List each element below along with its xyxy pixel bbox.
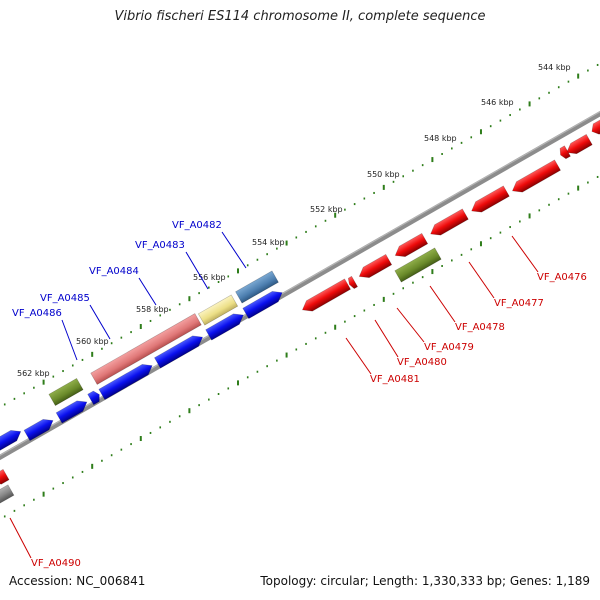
forward-gene-arrow: [98, 364, 153, 401]
leader-line: [396, 307, 425, 343]
reverse-gene-arrow: [358, 253, 393, 278]
reverse-gene-label: VF_A0476: [537, 272, 587, 283]
forward-gene-arrow: [154, 335, 203, 369]
gene-labels: VF_A0482 VF_A0483 VF_A0484 VF_A0485 VF_A0486…: [9, 220, 587, 569]
forward-gene-arrow: [23, 419, 54, 442]
reverse-gene-arrow: [566, 133, 593, 155]
forward-gene-label: VF_A0484: [89, 266, 139, 277]
leader-line: [138, 277, 157, 306]
leader-line: [345, 337, 372, 375]
accession-text: Accession: NC_006841: [9, 574, 146, 588]
leader-line: [9, 517, 32, 559]
kbp-label: 548 kbp: [424, 134, 457, 143]
forward-gene-arrow: [87, 390, 100, 406]
reverse-gene-arrow: [347, 275, 358, 290]
kbp-labels: 544 kbp 546 kbp 548 kbp 550 kbp 552 kbp 554 k…: [17, 63, 571, 378]
forward-gene-arrow: [55, 400, 88, 424]
kbp-label: 562 kbp: [17, 369, 50, 378]
summary-text: Topology: circular; Length: 1,330,333 bp…: [260, 574, 590, 588]
reverse-gene-label: VF_A0481: [370, 374, 420, 385]
backbone: [0, 110, 600, 461]
kbp-label: 558 kbp: [136, 305, 169, 314]
forward-gene-label: VF_A0486: [12, 308, 62, 319]
kbp-label: 552 kbp: [310, 205, 343, 214]
leader-line: [511, 235, 539, 273]
reverse-gene-label: VF_A0480: [397, 357, 447, 368]
cog-category-box: [394, 247, 442, 283]
forward-gene-label: VF_A0485: [40, 293, 90, 304]
kbp-label: 560 kbp: [76, 337, 109, 346]
map-title: Vibrio fischeri ES114 chromosome II, com…: [114, 9, 486, 24]
leader-line: [374, 319, 399, 358]
leader-line: [185, 251, 209, 290]
cog-category-box: [90, 313, 202, 385]
tick-marks: [3, 63, 599, 518]
kbp-label: 544 kbp: [538, 63, 571, 72]
gene-features: [0, 118, 600, 504]
forward-gene-label: VF_A0483: [135, 240, 185, 251]
kbp-label: 546 kbp: [481, 98, 514, 107]
cog-category-box: [235, 270, 279, 304]
forward-gene-arrow: [0, 430, 22, 455]
reverse-gene-arrow: [430, 208, 469, 236]
forward-gene-label: VF_A0482: [172, 220, 222, 231]
kbp-label: 554 kbp: [252, 238, 285, 247]
kbp-label: 556 kbp: [193, 273, 226, 282]
leader-line: [89, 304, 111, 340]
reverse-gene-label: VF_A0479: [424, 342, 474, 353]
forward-gene-arrow: [205, 313, 244, 341]
reverse-gene-arrow: [394, 232, 429, 257]
reverse-gene-arrow: [0, 468, 10, 485]
leader-line: [429, 285, 456, 323]
cog-category-box: [48, 377, 84, 407]
reverse-gene-label: VF_A0490: [31, 558, 81, 569]
leader-line: [61, 319, 78, 361]
reverse-gene-arrow: [471, 185, 510, 213]
leader-line: [468, 261, 495, 299]
cog-category-box: [197, 294, 239, 326]
leader-line: [221, 231, 247, 269]
forward-gene-arrow: [242, 291, 283, 320]
kbp-label: 550 kbp: [367, 170, 400, 179]
reverse-gene-arrow: [302, 278, 351, 312]
reverse-gene-arrow: [0, 484, 15, 504]
reverse-gene-arrow: [591, 118, 600, 135]
reverse-gene-arrow: [559, 145, 571, 160]
reverse-gene-label: VF_A0477: [494, 298, 544, 309]
reverse-gene-label: VF_A0478: [455, 322, 505, 333]
reverse-gene-arrow: [512, 159, 561, 193]
